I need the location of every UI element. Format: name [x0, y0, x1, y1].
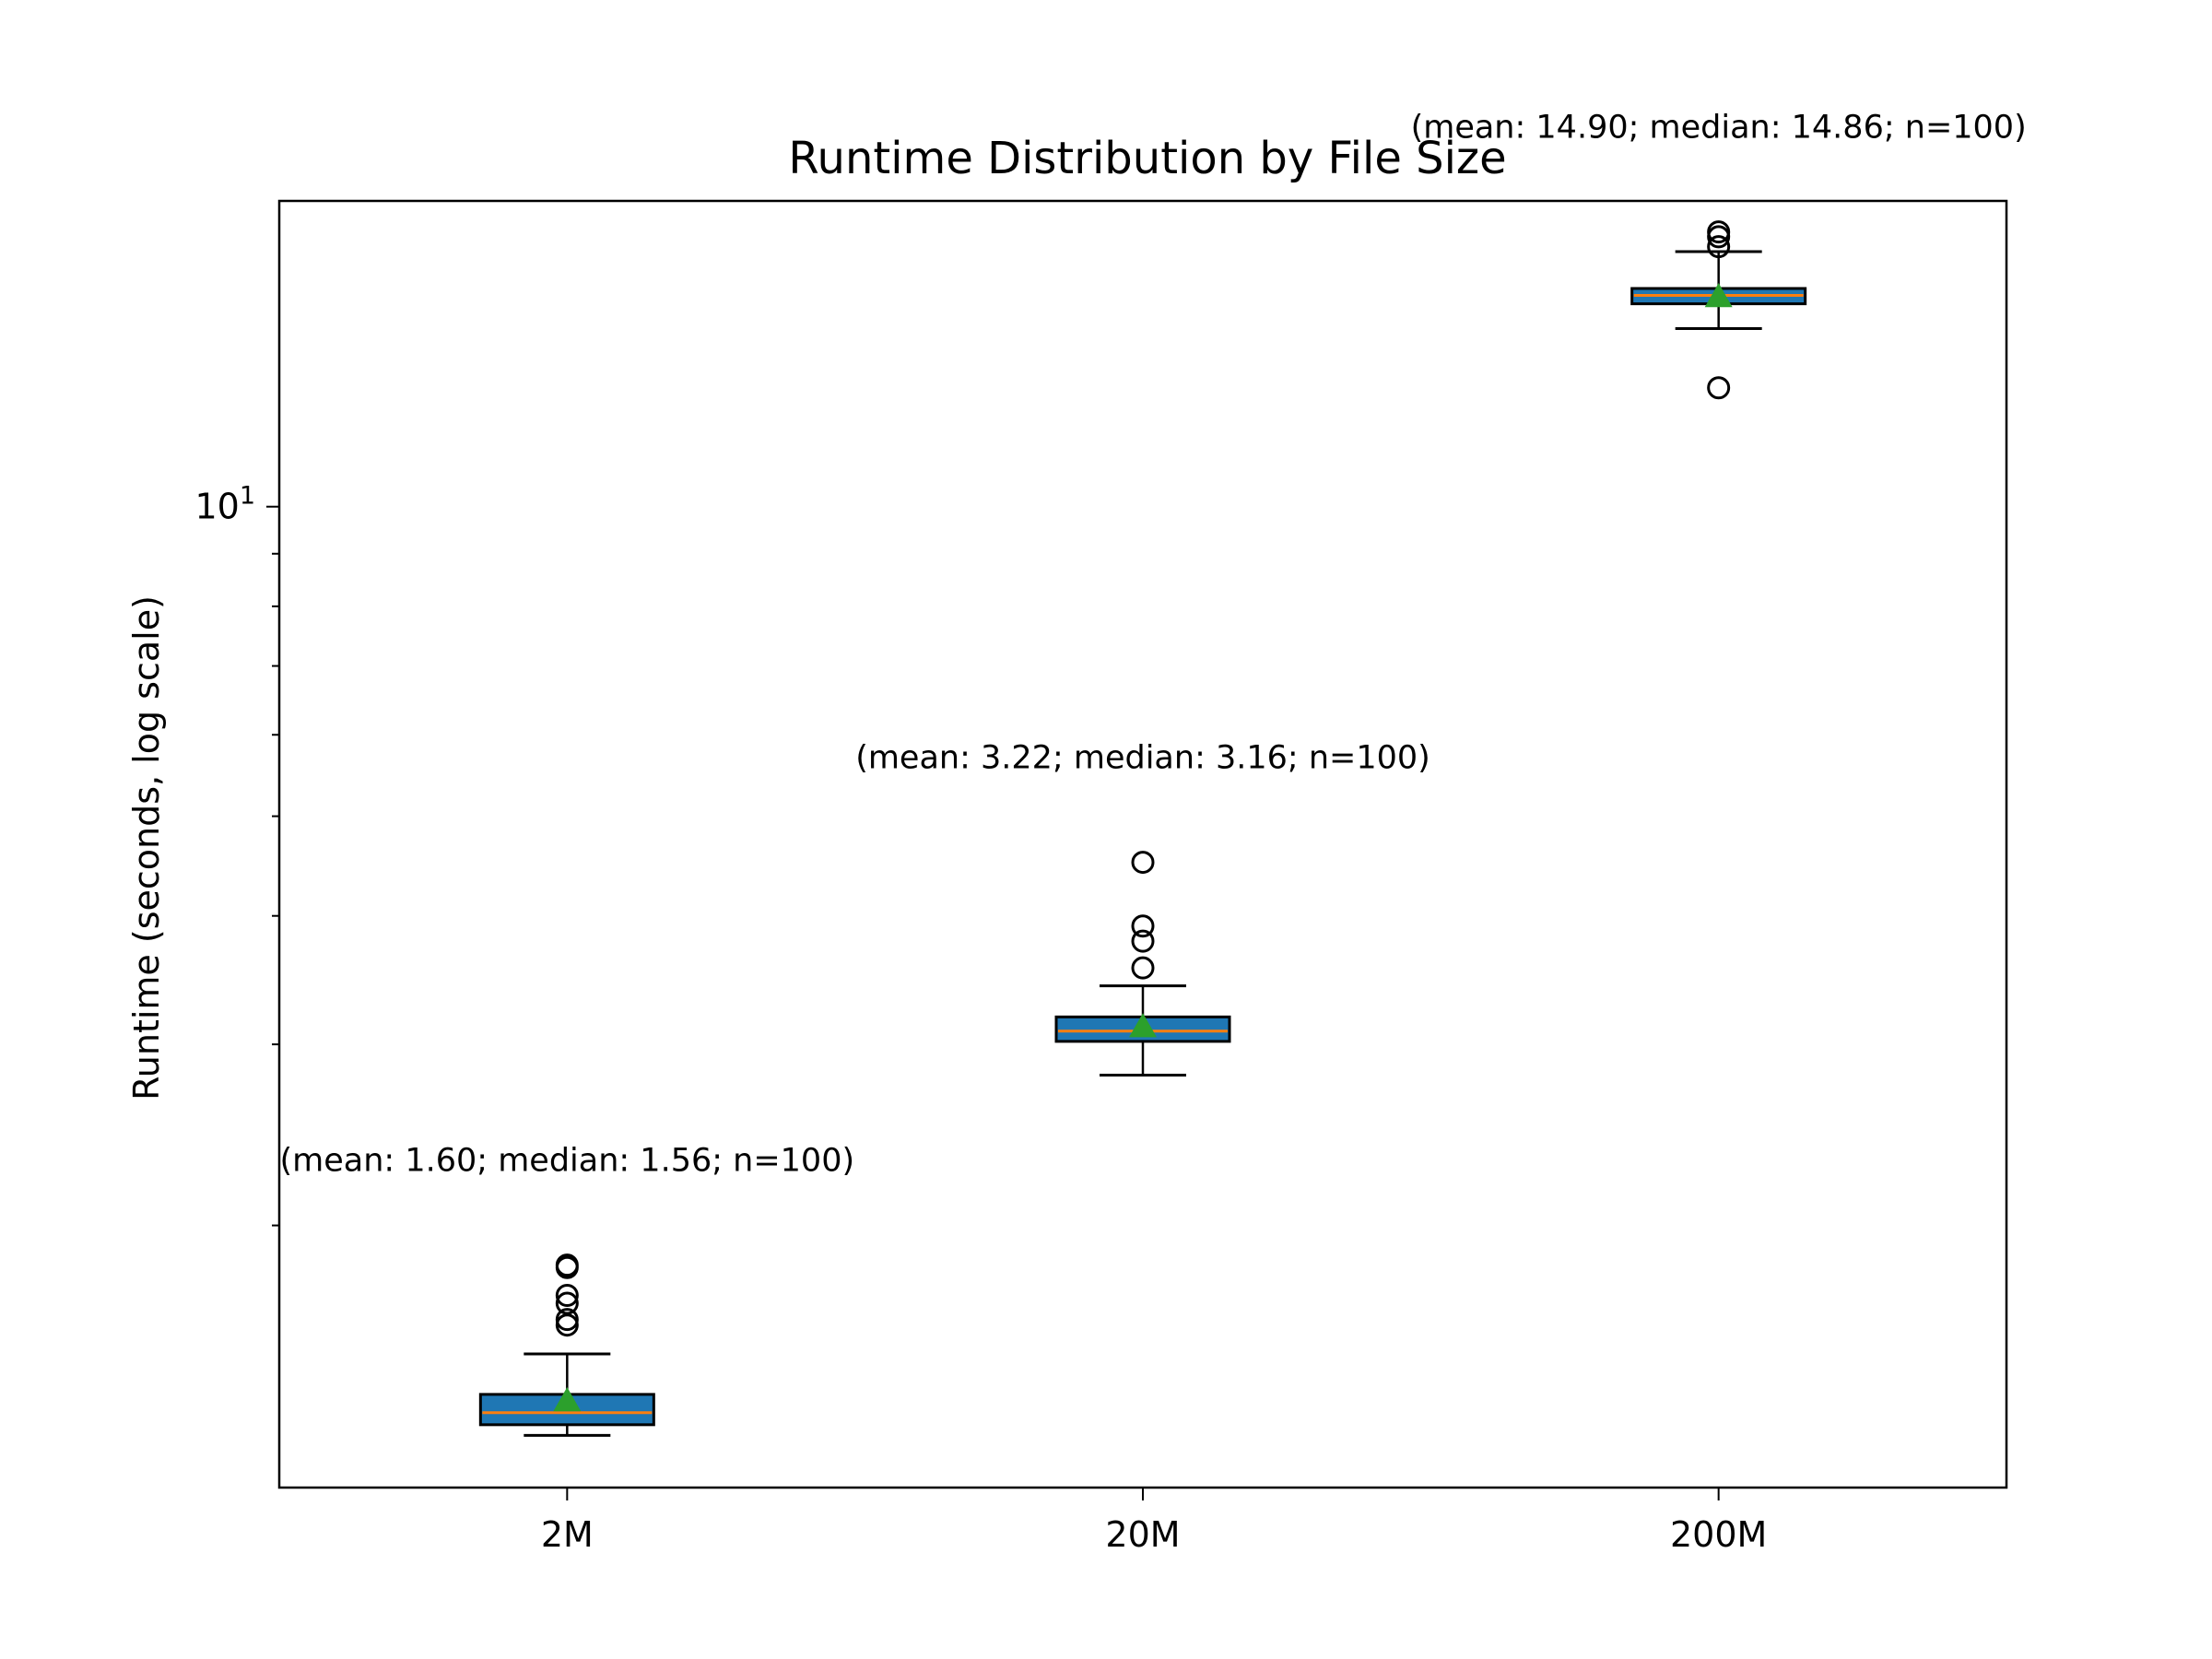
box-annotation: (mean: 14.90; median: 14.86; n=100) [1411, 110, 2027, 147]
box-annotation: (mean: 1.60; median: 1.56; n=100) [280, 1143, 855, 1180]
box-2M: 2M (mean: 1.60; median: 1.56; n=100) [280, 1143, 855, 1555]
mean-marker [1704, 282, 1733, 308]
outlier-point [1131, 956, 1155, 980]
chart-title: Runtime Distribution by File Size [788, 133, 1506, 184]
outlier-point [555, 1313, 579, 1337]
mean-marker [1129, 1013, 1157, 1038]
mean-marker [553, 1387, 582, 1412]
outlier-point [1707, 235, 1731, 259]
outlier-point [555, 1308, 579, 1332]
y-tick-label: 101 [194, 482, 255, 527]
outlier-point [1707, 376, 1731, 400]
outlier-point [1131, 929, 1155, 953]
box-annotation: (mean: 3.22; median: 3.16; n=100) [855, 740, 1430, 777]
box-200M: 200M (mean: 14.90; median: 14.86; n=100) [1411, 110, 2027, 1555]
outlier-point [1131, 851, 1155, 875]
outlier-point [555, 1253, 579, 1277]
outlier-point [555, 1291, 579, 1315]
x-tick-label: 200M [1670, 1514, 1767, 1555]
outlier-point [555, 1283, 579, 1307]
x-tick-label: 20M [1105, 1514, 1180, 1555]
y-axis-label: Runtime (seconds, log scale) [126, 595, 167, 1100]
outlier-point [1131, 914, 1155, 938]
axes-frame [277, 199, 2008, 1489]
outlier-point [1707, 220, 1731, 244]
box-20M: 20M (mean: 3.22; median: 3.16; n=100) [855, 740, 1430, 1555]
x-tick-label: 2M [541, 1514, 594, 1555]
